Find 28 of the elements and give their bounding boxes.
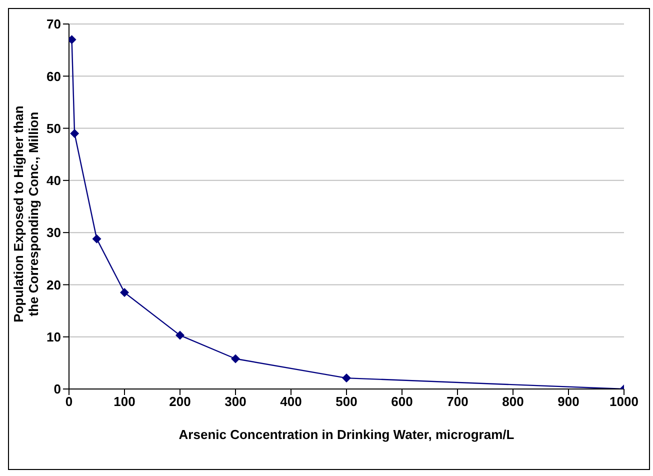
- x-tick-label: 400: [280, 394, 302, 410]
- point: [92, 234, 102, 244]
- y-tick-label: 30: [46, 225, 61, 240]
- y-tick-label: 60: [46, 68, 61, 84]
- y-tick-label: 70: [46, 16, 61, 32]
- x-axis-title: Arsenic Concentration in Drinking Water, microgram/L: [178, 427, 514, 442]
- x-tick-label: 1000: [610, 394, 638, 410]
- point: [70, 129, 80, 138]
- y-tick-label: 10: [46, 329, 61, 344]
- point: [231, 354, 240, 364]
- y-axis-title: Population Exposed to Higher than the Corresponding Conc., Million: [11, 106, 41, 322]
- y-tick-label: 50: [46, 120, 61, 136]
- x-tick-label: 700: [446, 394, 468, 410]
- x-tick-label: 800: [502, 394, 524, 410]
- point: [342, 374, 351, 383]
- y-tick-label: 0: [54, 382, 61, 397]
- x-tick-label: 300: [224, 394, 246, 410]
- y-tick-label: 20: [46, 277, 61, 292]
- y-tick-label: 40: [46, 173, 61, 188]
- x-tick-label: 900: [558, 394, 580, 410]
- x-tick-label: 0: [65, 394, 73, 410]
- x-tick-label: 600: [391, 394, 413, 410]
- x-tick-label: 100: [114, 394, 136, 410]
- point: [120, 288, 129, 298]
- x-tick-label: 500: [336, 394, 358, 410]
- x-tick-label: 200: [169, 394, 191, 410]
- point: [69, 35, 76, 44]
- point: [176, 330, 184, 340]
